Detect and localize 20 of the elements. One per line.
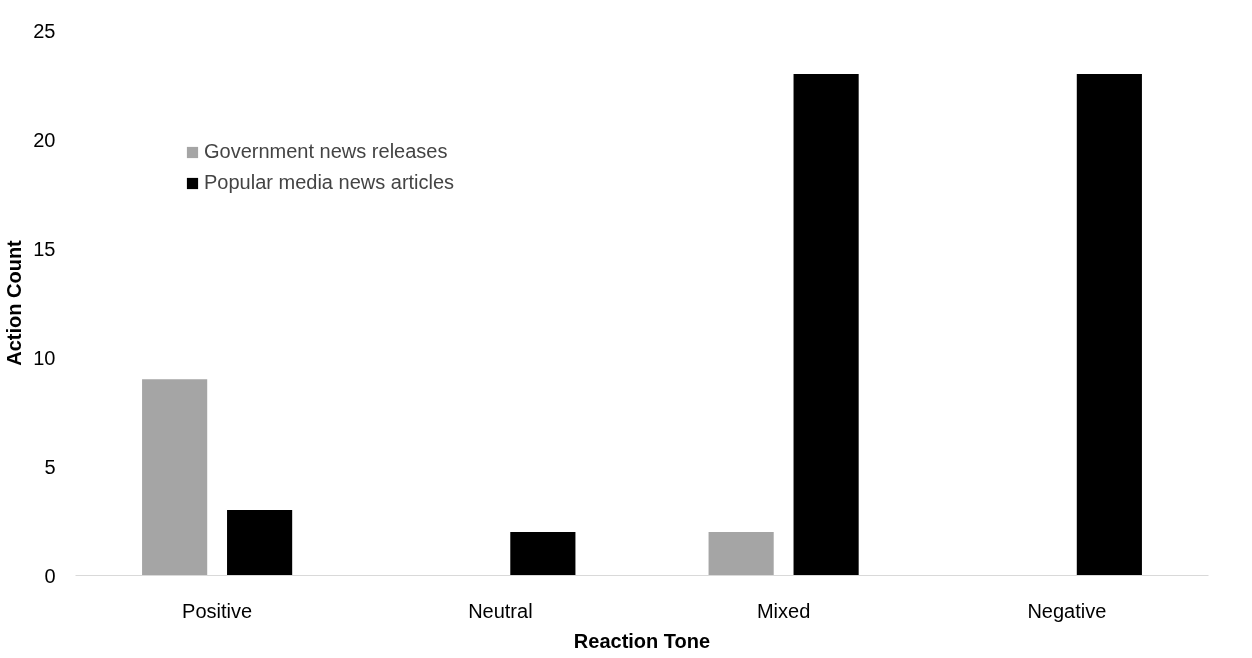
- x-tick-label: Negative: [1027, 599, 1107, 622]
- bar: [1076, 74, 1142, 576]
- y-tick-label: 20: [33, 128, 56, 151]
- y-tick-label: 25: [33, 19, 56, 42]
- y-tick-label: 15: [33, 237, 56, 260]
- legend-label: Government news releases: [204, 140, 448, 163]
- bar: [793, 74, 859, 576]
- y-axis-title: Action Count: [3, 239, 26, 366]
- legend-label: Popular media news articles: [204, 171, 455, 194]
- x-axis-title: Reaction Tone: [573, 629, 711, 652]
- x-tick-label: Positive: [182, 599, 253, 622]
- bar: [510, 531, 576, 576]
- bar: [142, 379, 208, 576]
- y-tick-label: 10: [33, 346, 56, 369]
- x-tick-label: Mixed: [756, 599, 811, 622]
- y-tick-label: 5: [44, 455, 56, 478]
- bar: [227, 510, 293, 576]
- x-tick-label: Neutral: [468, 599, 533, 622]
- y-tick-label: 0: [44, 564, 56, 587]
- bar: [708, 531, 774, 576]
